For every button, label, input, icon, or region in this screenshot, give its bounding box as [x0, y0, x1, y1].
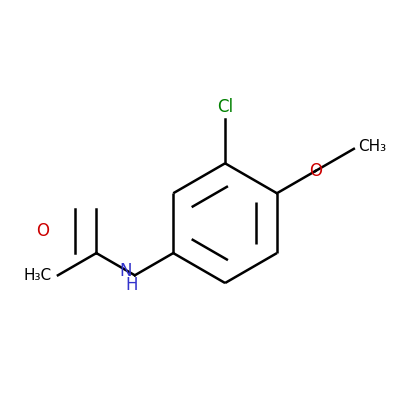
Text: CH₃: CH₃ — [358, 140, 386, 154]
Text: N: N — [119, 262, 132, 280]
Text: Cl: Cl — [217, 98, 233, 116]
Text: O: O — [309, 162, 322, 180]
Text: H: H — [126, 276, 138, 294]
Text: H₃C: H₃C — [24, 268, 52, 283]
Text: O: O — [36, 222, 49, 240]
